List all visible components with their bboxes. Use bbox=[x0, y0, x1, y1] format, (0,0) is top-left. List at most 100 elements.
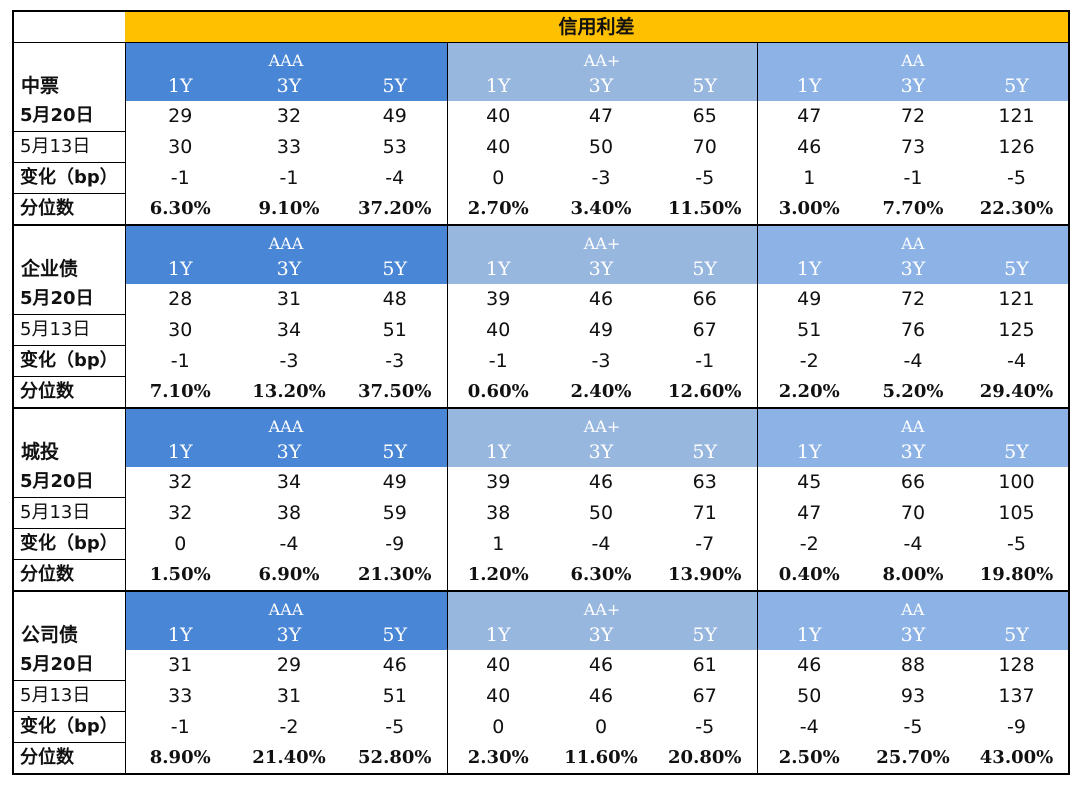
tenor-header: 1Y bbox=[757, 72, 861, 101]
tenor-header: 3Y bbox=[235, 72, 343, 101]
tenor-header: 3Y bbox=[549, 438, 653, 467]
data-cell: 0 bbox=[492, 716, 505, 738]
tenor-header: 5Y bbox=[965, 255, 1070, 284]
data-cell: -1 bbox=[903, 167, 923, 189]
data-cell: -4 bbox=[903, 533, 923, 555]
data-cell: 2.40% bbox=[549, 376, 653, 409]
data-cell: 32 bbox=[168, 471, 193, 494]
rating-group-aa: AA bbox=[757, 407, 1070, 438]
data-cell: 48 bbox=[343, 284, 448, 315]
data-cell: 121 bbox=[965, 284, 1070, 315]
credit-spread-table: 信用利差 中票 AAA AA+ AA 1Y 3Y 5Y 1Y 3Y 5Y 1Y 3Y 5Y 5月20日 29… bbox=[12, 10, 1070, 775]
data-cell: 21.40% bbox=[235, 742, 343, 775]
corner-cell bbox=[12, 10, 125, 43]
data-cell: 46 bbox=[343, 650, 448, 681]
data-cell: 30 bbox=[168, 136, 193, 158]
tenor-header: 5Y bbox=[653, 255, 758, 284]
data-cell: 6.30% bbox=[125, 193, 235, 226]
data-cell: 49 bbox=[343, 467, 448, 498]
rating-group-aa-plus: AA+ bbox=[447, 42, 758, 72]
data-cell: -9 bbox=[965, 711, 1070, 743]
data-cell: 0.60% bbox=[447, 376, 549, 409]
data-cell: -3 bbox=[279, 350, 299, 372]
tenor-header: 1Y bbox=[125, 438, 235, 467]
tenor-header: 3Y bbox=[549, 72, 653, 101]
data-cell: 2.30% bbox=[447, 742, 549, 775]
tenor-header: 5Y bbox=[965, 621, 1070, 650]
rating-group-aaa: AAA bbox=[125, 407, 448, 438]
row-label: 分位数 bbox=[12, 193, 126, 226]
data-cell: 128 bbox=[965, 650, 1070, 681]
section-title: 公司债 bbox=[12, 590, 126, 650]
data-cell: 46 bbox=[797, 136, 822, 158]
data-cell: -3 bbox=[591, 167, 611, 189]
rating-group-aaa: AAA bbox=[125, 224, 448, 255]
row-label: 分位数 bbox=[12, 559, 126, 592]
data-cell: 32 bbox=[168, 502, 193, 524]
data-cell: 51 bbox=[797, 319, 822, 341]
tenor-header: 1Y bbox=[757, 621, 861, 650]
row-label: 5月20日 bbox=[12, 284, 126, 315]
data-cell: -5 bbox=[965, 528, 1070, 560]
data-cell: 40 bbox=[486, 136, 511, 158]
data-cell: 34 bbox=[276, 471, 302, 494]
row-label: 分位数 bbox=[12, 742, 126, 775]
data-cell: 52.80% bbox=[343, 742, 448, 775]
tenor-header: 5Y bbox=[965, 438, 1070, 467]
tenor-header: 1Y bbox=[757, 438, 861, 467]
section-title: 城投 bbox=[12, 407, 126, 467]
data-cell: 121 bbox=[965, 101, 1070, 132]
row-label: 5月13日 bbox=[12, 131, 126, 163]
data-cell: 29 bbox=[168, 105, 193, 128]
tenor-header: 5Y bbox=[343, 621, 448, 650]
data-cell: 38 bbox=[276, 502, 302, 524]
data-cell: 9.10% bbox=[235, 193, 343, 226]
tenor-header: 1Y bbox=[125, 255, 235, 284]
data-cell: 49 bbox=[797, 288, 822, 311]
data-cell: 66 bbox=[900, 471, 926, 494]
data-cell: 66 bbox=[653, 284, 758, 315]
data-cell: -5 bbox=[653, 711, 758, 743]
data-cell: 33 bbox=[168, 685, 193, 707]
data-cell: 46 bbox=[588, 471, 614, 494]
row-label: 5月20日 bbox=[12, 101, 126, 132]
rating-group-aa: AA bbox=[757, 224, 1070, 255]
data-cell: -1 bbox=[488, 350, 508, 372]
data-cell: 46 bbox=[588, 288, 614, 311]
data-cell: 0 bbox=[492, 167, 505, 189]
data-cell: 22.30% bbox=[965, 193, 1070, 226]
data-cell: 72 bbox=[900, 288, 926, 311]
data-cell: -5 bbox=[965, 162, 1070, 194]
data-cell: -4 bbox=[903, 350, 923, 372]
row-label: 5月13日 bbox=[12, 497, 126, 529]
tenor-header: 5Y bbox=[653, 621, 758, 650]
data-cell: 40 bbox=[486, 105, 511, 128]
data-cell: 0 bbox=[174, 533, 187, 555]
data-cell: 67 bbox=[653, 680, 758, 712]
row-label: 变化（bp） bbox=[12, 162, 126, 194]
data-cell: 100 bbox=[965, 467, 1070, 498]
tenor-header: 1Y bbox=[447, 438, 549, 467]
tenor-header: 3Y bbox=[861, 72, 965, 101]
data-cell: 50 bbox=[588, 136, 614, 158]
data-cell: -2 bbox=[279, 716, 299, 738]
data-cell: 11.50% bbox=[653, 193, 758, 226]
data-cell: 47 bbox=[797, 502, 822, 524]
data-cell: 49 bbox=[588, 319, 614, 341]
data-cell: 63 bbox=[653, 467, 758, 498]
data-cell: 2.20% bbox=[757, 376, 861, 409]
data-cell: 31 bbox=[276, 288, 302, 311]
tenor-header: 5Y bbox=[343, 72, 448, 101]
data-cell: -2 bbox=[799, 350, 819, 372]
data-cell: 71 bbox=[653, 497, 758, 529]
data-cell: 0.40% bbox=[757, 559, 861, 592]
table-title: 信用利差 bbox=[125, 10, 1070, 43]
data-cell: 25.70% bbox=[861, 742, 965, 775]
data-cell: 65 bbox=[653, 101, 758, 132]
rating-group-aa-plus: AA+ bbox=[447, 224, 758, 255]
data-cell: 31 bbox=[168, 654, 193, 677]
data-cell: 29.40% bbox=[965, 376, 1070, 409]
data-cell: -5 bbox=[653, 162, 758, 194]
data-cell: 40 bbox=[486, 685, 511, 707]
data-cell: 28 bbox=[168, 288, 193, 311]
